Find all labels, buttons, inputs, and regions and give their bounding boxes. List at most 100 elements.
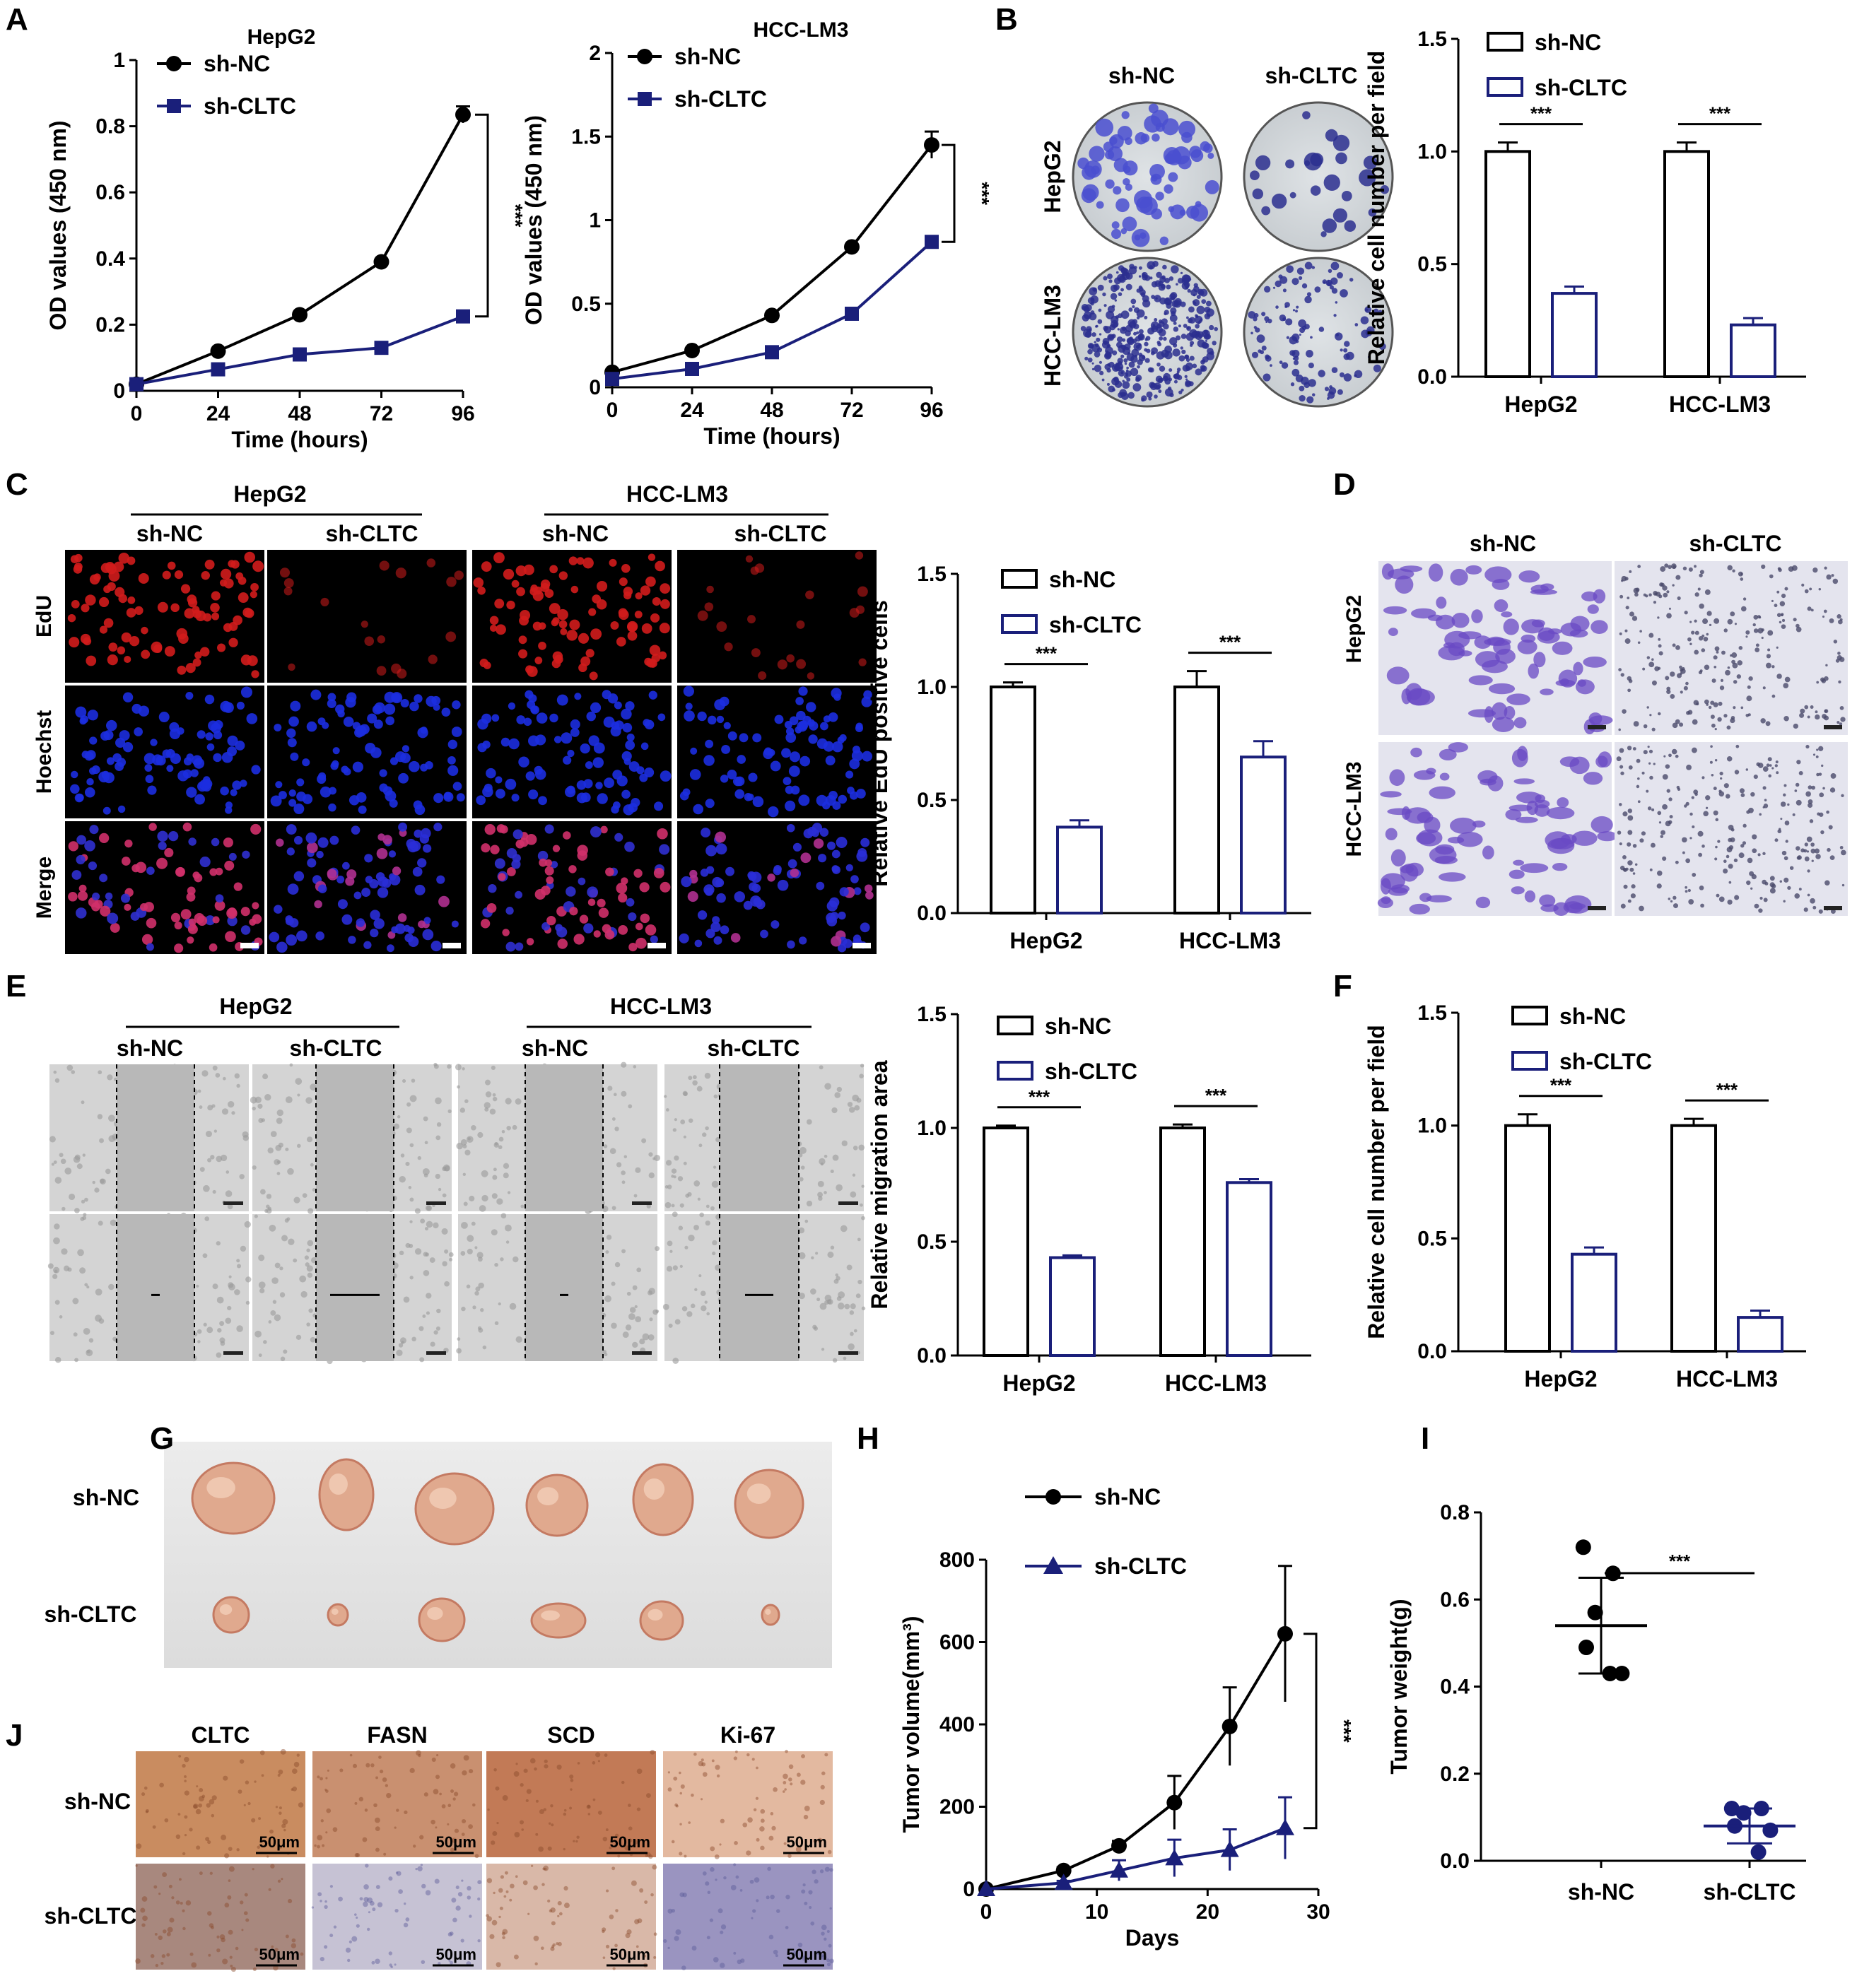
cell-nucleus xyxy=(770,760,781,772)
cell-texture xyxy=(308,1308,313,1313)
stained-cell xyxy=(1627,688,1632,693)
stained-cell xyxy=(1632,844,1637,848)
ihc-texture xyxy=(612,1967,616,1970)
cell-nucleus xyxy=(640,742,649,751)
cell-nucleus xyxy=(855,605,865,614)
cell-texture xyxy=(799,1177,804,1182)
cell-nucleus xyxy=(628,802,638,813)
ihc-texture xyxy=(208,1953,211,1957)
cell-texture xyxy=(305,1097,312,1104)
stained-cell xyxy=(1837,652,1841,655)
ihc-texture xyxy=(474,1854,479,1859)
cell-texture xyxy=(436,1308,441,1314)
cell-nucleus xyxy=(223,702,234,713)
stained-cell xyxy=(1715,845,1718,849)
cell-texture xyxy=(61,1248,68,1255)
chart-title: HepG2 xyxy=(247,25,316,49)
cell-nucleus xyxy=(747,615,756,624)
stained-cell xyxy=(1720,678,1724,682)
cell-nucleus xyxy=(570,719,580,729)
colony xyxy=(1186,326,1192,331)
stained-cell xyxy=(1560,678,1569,686)
cell-nucleus xyxy=(211,591,221,601)
ihc-texture xyxy=(326,1808,332,1813)
colony xyxy=(1138,266,1142,270)
cell-nucleus xyxy=(697,610,708,621)
ihc-texture xyxy=(292,1786,298,1792)
cell-texture xyxy=(223,1076,226,1081)
bar-cltc xyxy=(1730,323,1776,378)
colony xyxy=(1279,276,1288,284)
cell-texture xyxy=(405,1242,411,1248)
cell-nucleus xyxy=(223,837,233,848)
cell-nucleus xyxy=(124,839,133,848)
ihc-texture xyxy=(587,1813,591,1816)
cell-texture xyxy=(662,1303,669,1310)
ihc-texture xyxy=(184,1790,189,1796)
cell-nucleus xyxy=(252,560,264,572)
colony xyxy=(1164,278,1170,283)
stained-cell xyxy=(1796,760,1801,765)
cell-texture xyxy=(279,1292,286,1298)
scale-bar xyxy=(1588,725,1606,729)
cell-nucleus xyxy=(684,710,695,722)
colony xyxy=(1185,381,1192,388)
colony xyxy=(1171,265,1179,274)
cell-nucleus xyxy=(306,721,317,732)
ihc-texture xyxy=(787,1854,792,1858)
cell-nucleus xyxy=(296,778,305,787)
ihc-texture xyxy=(752,1909,756,1913)
tumor-highlight xyxy=(219,1604,233,1615)
colony xyxy=(1378,343,1386,351)
cell-texture xyxy=(74,1208,80,1213)
stained-cell xyxy=(1742,597,1747,601)
cell-nucleus xyxy=(518,635,527,645)
colony xyxy=(1373,364,1381,372)
cell-texture xyxy=(500,1257,504,1261)
colony xyxy=(1205,339,1207,342)
cell-nucleus xyxy=(187,886,196,895)
cell-nucleus xyxy=(249,918,257,926)
stained-cell xyxy=(1660,835,1664,838)
cell-nucleus xyxy=(79,717,87,725)
cell-nucleus xyxy=(182,769,192,779)
colony xyxy=(1250,331,1253,335)
stained-cell xyxy=(1727,565,1733,571)
stained-cell xyxy=(1387,808,1412,816)
cell-nucleus xyxy=(652,596,661,606)
y-tick-label: 0.0 xyxy=(1440,1849,1470,1873)
cell-nucleus xyxy=(795,726,802,734)
cell-texture xyxy=(212,1189,216,1194)
cell-texture xyxy=(307,1136,313,1143)
legend-marker xyxy=(1001,614,1038,634)
cell-nucleus xyxy=(566,630,578,641)
cell-texture xyxy=(712,1251,716,1256)
stained-cell xyxy=(1797,855,1802,860)
stained-cell xyxy=(1448,742,1468,753)
cell-texture xyxy=(442,1193,447,1198)
ihc-texture xyxy=(766,1895,770,1900)
colony xyxy=(1128,361,1135,368)
ihc-texture xyxy=(201,1794,206,1799)
ihc-texture xyxy=(544,1764,549,1769)
stained-cell xyxy=(1672,584,1675,587)
stained-cell xyxy=(1815,710,1818,714)
ihc-texture xyxy=(756,1899,759,1902)
stained-cell xyxy=(1636,758,1641,763)
bar-nc xyxy=(990,686,1036,914)
stained-cell xyxy=(1740,706,1744,710)
colony xyxy=(1106,382,1110,386)
stained-cell xyxy=(1730,716,1735,720)
cell-texture xyxy=(409,1276,414,1280)
cell-nucleus xyxy=(725,866,734,876)
ihc-texture xyxy=(221,1835,227,1840)
data-point xyxy=(1166,1794,1183,1811)
cell-texture xyxy=(411,1336,416,1342)
ihc-texture xyxy=(282,1819,288,1825)
ihc-texture xyxy=(228,1929,233,1935)
cell-nucleus xyxy=(164,847,174,858)
column-label: sh-NC xyxy=(1108,63,1175,88)
cell-nucleus xyxy=(124,903,131,911)
stained-cell xyxy=(1716,893,1720,898)
